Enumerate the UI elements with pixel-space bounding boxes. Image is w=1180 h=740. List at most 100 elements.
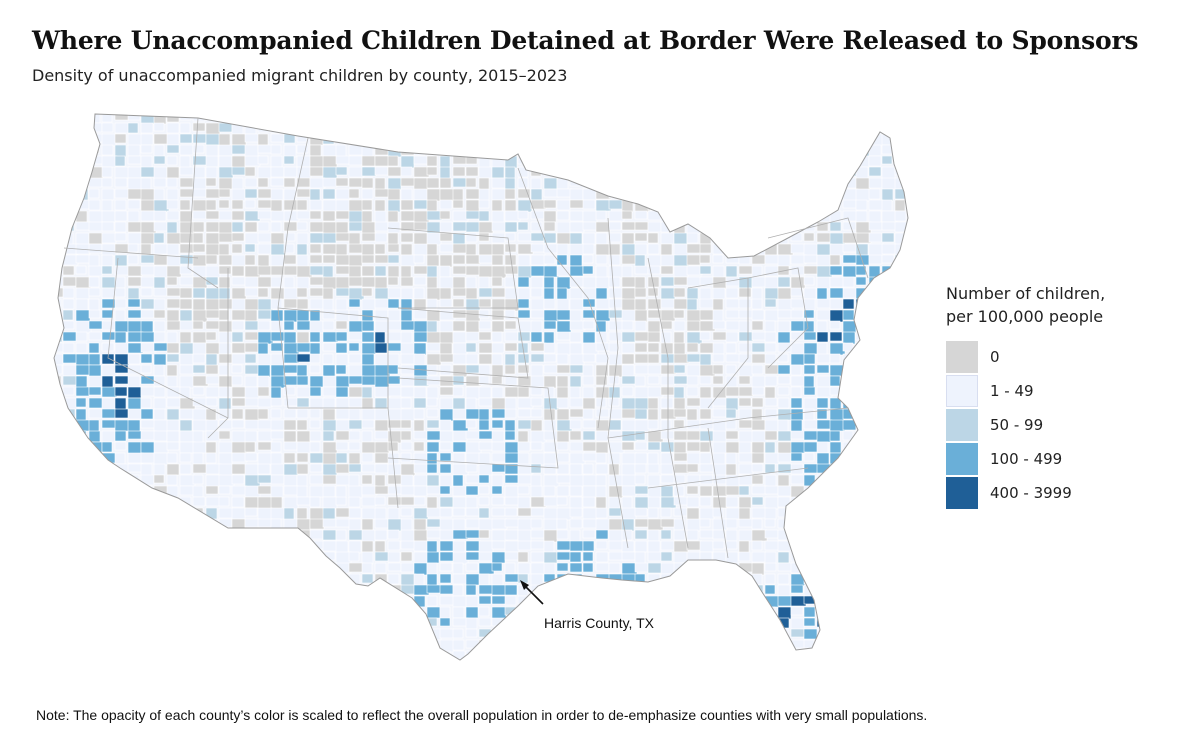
county-cell: [751, 375, 766, 389]
county-cell: [231, 562, 246, 576]
county-cell: [725, 628, 738, 639]
county-cell: [413, 342, 427, 356]
county-cell: [75, 562, 89, 573]
county-cell: [855, 243, 869, 257]
county-cell: [426, 518, 442, 528]
county-cell: [88, 221, 104, 232]
county-cell: [101, 518, 114, 528]
county-cell: [673, 452, 689, 462]
county-cell: [335, 243, 348, 256]
county-cell: [738, 485, 750, 496]
county-cell: [699, 254, 711, 264]
county-cell: [179, 309, 193, 322]
county-cell: [179, 386, 191, 400]
county-cell: [101, 551, 118, 563]
county-cell: [323, 662, 335, 674]
county-cell: [556, 166, 573, 180]
county-cell: [856, 673, 870, 676]
county-cell: [803, 375, 815, 389]
county-cell: [310, 662, 325, 674]
county-cell: [296, 606, 313, 617]
county-cell: [569, 419, 582, 430]
county-cell: [75, 133, 91, 145]
county-cell: [556, 114, 573, 121]
county-cell: [816, 584, 831, 596]
county-cell: [609, 662, 621, 672]
county-cell: [881, 639, 893, 652]
county-cell: [75, 452, 87, 464]
county-cell: [348, 199, 364, 213]
county-cell: [518, 662, 528, 674]
county-cell: [426, 606, 441, 619]
county-cell: [335, 463, 350, 474]
county-cell: [322, 309, 336, 320]
county-cell: [790, 540, 806, 551]
county-cell: [803, 485, 820, 497]
county-cell: [543, 342, 556, 354]
county-cell: [686, 606, 702, 616]
county-cell: [608, 177, 622, 187]
county-cell: [712, 573, 724, 585]
county-cell: [660, 243, 673, 256]
county-cell: [192, 342, 207, 356]
county-cell: [504, 188, 516, 200]
county-cell: [62, 320, 75, 330]
county-cell: [842, 463, 859, 475]
county-cell: [661, 662, 673, 674]
county-cell: [569, 408, 585, 418]
county-cell: [400, 463, 416, 477]
county-cell: [101, 210, 116, 223]
county-cell: [764, 606, 776, 617]
county-cell: [634, 309, 648, 323]
county-cell: [791, 662, 801, 672]
county-cell: [62, 650, 79, 660]
county-cell: [309, 584, 323, 598]
county-cell: [725, 540, 738, 550]
county-cell: [270, 133, 285, 143]
county-cell: [556, 529, 569, 540]
county-cell: [725, 122, 738, 134]
county-cell: [894, 199, 906, 212]
county-cell: [647, 177, 659, 190]
county-cell: [452, 628, 464, 639]
county-cell: [88, 584, 104, 597]
county-cell: [921, 486, 928, 498]
county-cell: [153, 221, 168, 232]
county-cell: [673, 287, 686, 298]
county-cell: [101, 452, 117, 464]
county-cell: [205, 386, 220, 398]
county-cell: [374, 243, 386, 255]
county-cell: [413, 507, 429, 520]
county-cell: [803, 122, 818, 136]
county-cell: [426, 540, 438, 554]
county-cell: [543, 254, 556, 265]
county-cell: [62, 628, 78, 639]
county-cell: [764, 177, 780, 188]
county-cell: [699, 243, 712, 254]
county-cell: [803, 133, 818, 147]
county-cell: [388, 673, 401, 676]
county-cell: [661, 673, 672, 676]
county-cell: [114, 188, 130, 199]
county-cell: [465, 496, 478, 509]
county-cell: [88, 628, 105, 641]
county-cell: [244, 584, 256, 597]
county-cell: [101, 144, 114, 156]
county-cell: [387, 276, 399, 286]
county-cell: [673, 606, 690, 620]
county-cell: [700, 662, 711, 674]
county-cell: [257, 529, 273, 539]
county-cell: [114, 177, 128, 188]
county-cell: [803, 353, 816, 365]
county-cell: [894, 441, 908, 454]
county-cell: [231, 309, 247, 321]
county-cell: [608, 386, 621, 399]
county-cell: [439, 342, 453, 355]
county-cell: [309, 518, 325, 530]
county-cell: [543, 320, 557, 330]
county-cell: [296, 320, 311, 331]
county-cell: [426, 430, 442, 441]
county-cell: [140, 496, 153, 507]
county-cell: [62, 584, 75, 596]
county-cell: [205, 221, 220, 233]
